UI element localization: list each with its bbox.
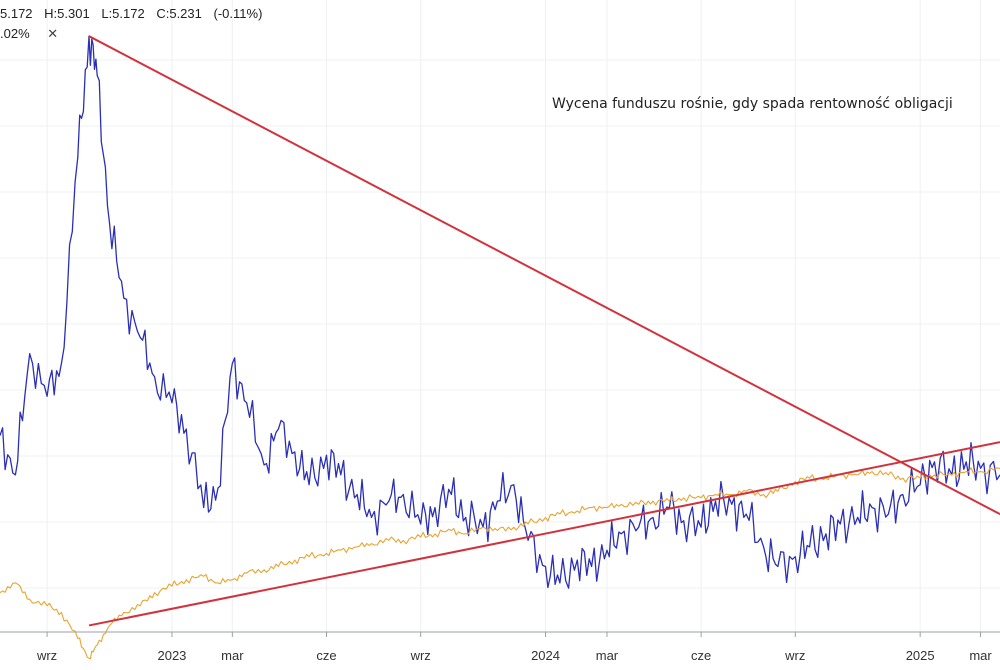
x-axis: wrz 2023 mar cze wrz 2024 mar cze wrz 2025 mar [0,631,1000,663]
compare-legend: .02% ✕ [0,26,58,42]
trendline-2 [88,441,1000,627]
legend-change: (-0.11%) [213,6,263,21]
series-line-orange [0,467,1000,660]
x-tick-label: wrz [410,648,431,663]
trendline-layer [88,35,1000,627]
close-icon[interactable]: ✕ [47,26,59,41]
trendline-1 [88,35,1000,516]
x-tick-label: mar [969,648,992,663]
chart-annotation: Wycena funduszu rośnie, gdy spada rentow… [552,96,953,112]
legend-high: H:5.301 [44,6,90,21]
series-line-blue [0,35,1000,589]
ohlc-legend: 5.172 H:5.301 L:5.172 C:5.231 (-0.11%) [0,6,270,21]
x-tick-label: 2024 [531,648,560,663]
x-tick-label: mar [221,648,244,663]
x-tick-label: 2025 [906,648,935,663]
x-tick-label: wrz [36,648,57,663]
chart-grid [0,0,1000,632]
x-tick-label: cze [316,648,336,663]
x-tick-label: wrz [784,648,805,663]
x-tick-label: cze [691,648,711,663]
legend-close: C:5.231 [156,6,202,21]
legend-open: 5.172 [0,6,33,21]
legend-low: L:5.172 [101,6,145,21]
x-tick-label: 2023 [157,648,186,663]
compare-value: .02% [0,26,30,41]
chart-series-layer [0,35,1000,660]
x-tick-label: mar [596,648,619,663]
